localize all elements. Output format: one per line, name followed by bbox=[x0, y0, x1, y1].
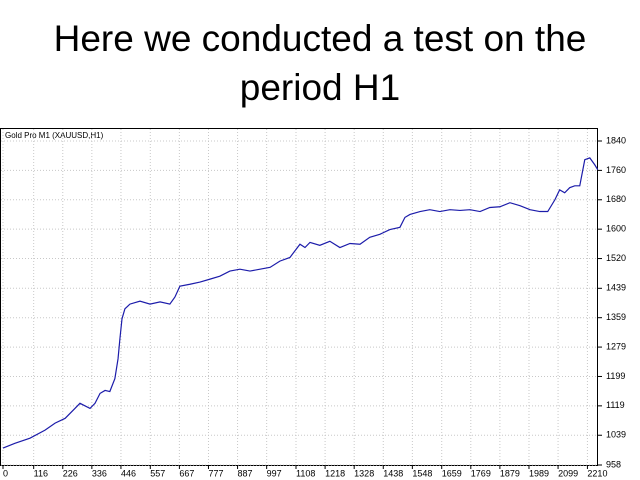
x-tick-label: 1879 bbox=[500, 468, 520, 478]
x-tick-label: 997 bbox=[267, 468, 282, 478]
y-tick-label: 1760 bbox=[606, 165, 626, 175]
y-tick-label: 1359 bbox=[606, 312, 626, 322]
y-tick-label: 1039 bbox=[606, 430, 626, 440]
y-tick-label: 1680 bbox=[606, 194, 626, 204]
x-tick-label: 667 bbox=[179, 468, 194, 478]
slide-title: Here we conducted a test on the period H… bbox=[53, 18, 587, 108]
plot-frame bbox=[0, 128, 598, 466]
y-tick-label: 1199 bbox=[606, 371, 625, 381]
y-tick-label: 1520 bbox=[606, 253, 626, 263]
x-tick-label: 557 bbox=[150, 468, 165, 478]
chart-label: Gold Pro M1 (XAUUSD,H1) bbox=[5, 131, 104, 140]
x-tick-label: 1218 bbox=[325, 468, 345, 478]
x-tick-label: 1769 bbox=[471, 468, 491, 478]
x-tick-label: 1548 bbox=[412, 468, 432, 478]
x-tick-label: 116 bbox=[34, 468, 48, 478]
x-tick-label: 887 bbox=[238, 468, 253, 478]
y-tick-label: 1439 bbox=[606, 283, 626, 293]
x-tick-label: 446 bbox=[121, 468, 136, 478]
y-tick-label: 1840 bbox=[606, 135, 626, 145]
x-tick-label: 2210 bbox=[587, 468, 607, 478]
x-tick-label: 1989 bbox=[529, 468, 549, 478]
x-tick-label: 1328 bbox=[354, 468, 374, 478]
x-tick-label: 226 bbox=[63, 468, 78, 478]
x-tick-label: 1659 bbox=[442, 468, 462, 478]
y-tick-label: 958 bbox=[606, 459, 621, 469]
y-tick-label: 1119 bbox=[606, 400, 625, 410]
x-tick-label: 1108 bbox=[296, 468, 315, 478]
x-tick-label: 0 bbox=[3, 468, 8, 478]
y-tick-label: 1600 bbox=[606, 224, 626, 234]
x-tick-label: 2099 bbox=[558, 468, 578, 478]
balance-line bbox=[2, 157, 599, 449]
y-tick-label: 1279 bbox=[606, 341, 626, 351]
x-tick-label: 336 bbox=[92, 468, 107, 478]
x-tick-label: 777 bbox=[208, 468, 223, 478]
x-tick-label: 1438 bbox=[383, 468, 403, 478]
